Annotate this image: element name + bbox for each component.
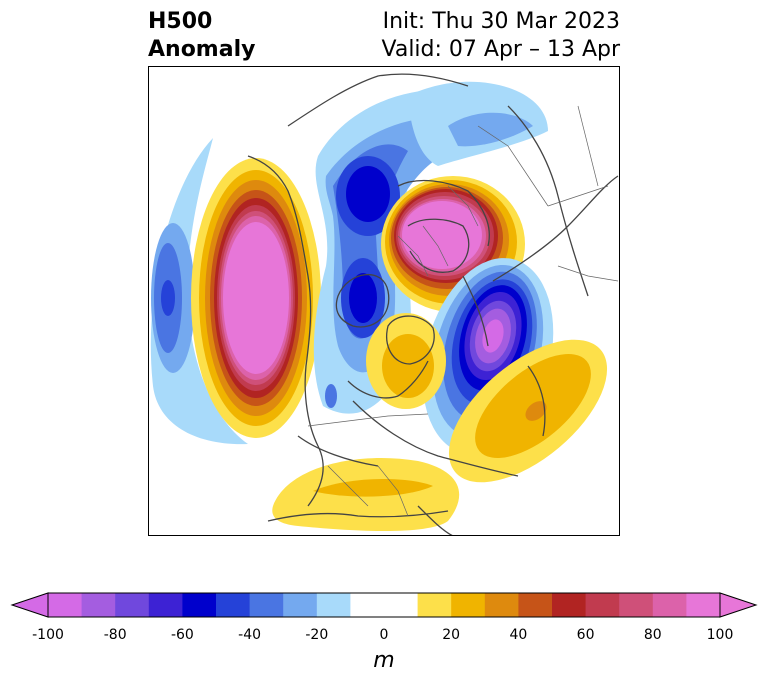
colorbar-tick-label: 100 [706, 627, 734, 643]
anomaly-map [148, 66, 620, 536]
colorbar-bins [48, 593, 721, 617]
colorbar-bin [619, 593, 654, 617]
west-pacific-low [150, 138, 248, 445]
colorbar-tick-label: 60 [576, 627, 595, 643]
colorbar-bin [686, 593, 721, 617]
colorbar-bin [652, 593, 687, 617]
colorbar-low-extend [10, 592, 49, 618]
colorbar-bin [384, 593, 419, 617]
colorbar-tick-label: 40 [509, 627, 528, 643]
init-date: Init: Thu 30 Mar 2023 [382, 9, 620, 34]
colorbar-tick-label: 80 [643, 627, 662, 643]
colorbar-high-extend [719, 592, 758, 618]
national-borders [307, 105, 619, 517]
colorbar-unit: m [373, 648, 395, 673]
hudson-bay-ridge [366, 313, 446, 409]
title-right: Init: Thu 30 Mar 2023 Valid: 07 Apr – 13… [382, 8, 621, 64]
colorbar-bin [316, 593, 351, 617]
colorbar-outline [47, 592, 721, 618]
colorbar-bin [182, 593, 217, 617]
colorbar-bin [417, 593, 452, 617]
colorbar-bin [518, 593, 553, 617]
north-pacific-ridge [191, 158, 321, 438]
colorbar-bin [350, 593, 385, 617]
arctic-band-low [408, 81, 548, 166]
colorbar-tick-label: 20 [442, 627, 461, 643]
colorbar-bin [451, 593, 486, 617]
colorbar-bin [48, 593, 83, 617]
colorbar [10, 592, 758, 618]
colorbar-bin [249, 593, 284, 617]
subtropical-atlantic-ridge [448, 339, 608, 483]
valid-range: Valid: 07 Apr – 13 Apr [381, 37, 621, 62]
title-field: Anomaly [148, 37, 256, 62]
colorbar-bin [552, 593, 587, 617]
colorbar-bin [216, 593, 251, 617]
colorbar-bin [148, 593, 183, 617]
colorbar-bin [81, 593, 116, 617]
colorbar-tick-label: -100 [32, 627, 64, 643]
southern-us-ridge [272, 458, 460, 531]
colorbar-bin [585, 593, 620, 617]
colorbar-tick-label: -80 [103, 627, 127, 643]
title-variable: H500 [148, 9, 213, 34]
arctic-trough [313, 89, 538, 414]
colorbar-tick-label: 0 [379, 627, 389, 643]
colorbar-tick-label: -60 [170, 627, 194, 643]
colorbar-tick-label: -40 [238, 627, 262, 643]
colorbar-tick-label: -20 [305, 627, 329, 643]
colorbar-bin [484, 593, 519, 617]
title-left: H500 Anomaly [148, 8, 255, 64]
colorbar-bin [115, 593, 150, 617]
colorbar-bin [283, 593, 318, 617]
coastlines [247, 73, 619, 536]
